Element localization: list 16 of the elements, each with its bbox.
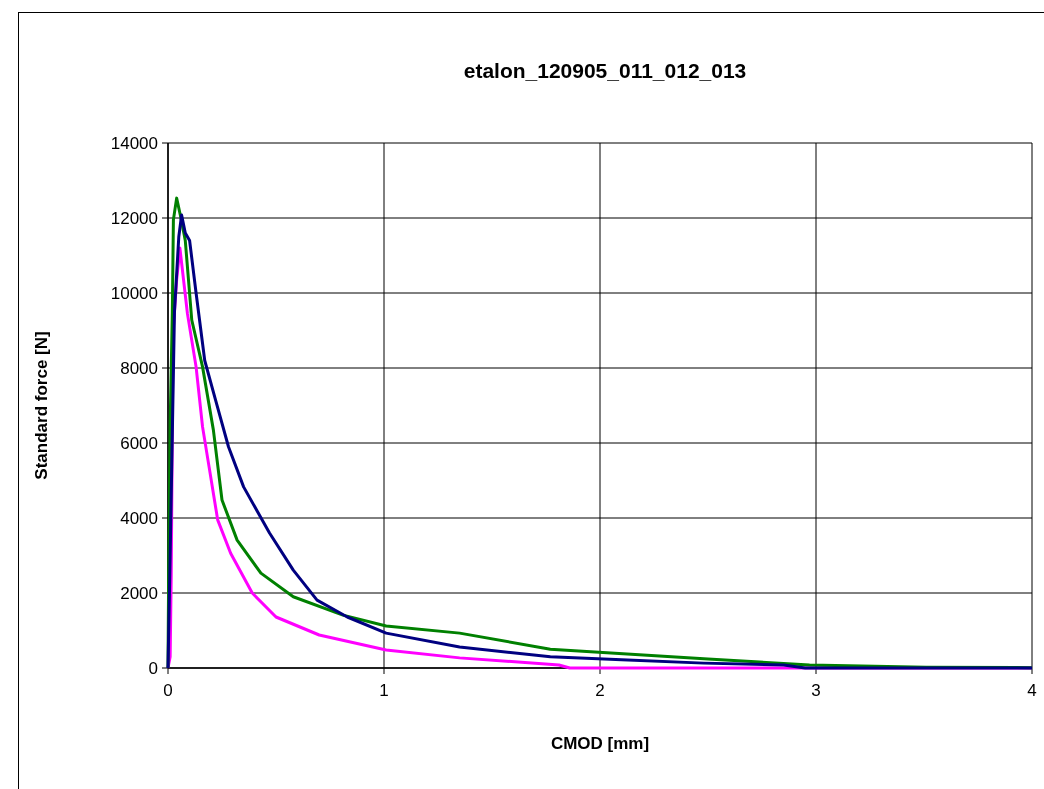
y-tick-label: 14000 bbox=[110, 133, 158, 153]
y-tick-label: 4000 bbox=[120, 508, 158, 528]
y-tick-label: 8000 bbox=[120, 358, 158, 378]
x-tick-label: 2 bbox=[595, 681, 605, 700]
y-tick-label: 10000 bbox=[110, 283, 158, 303]
y-tick-label: 12000 bbox=[110, 208, 158, 228]
chart-title: etalon_120905_011_012_013 bbox=[463, 59, 747, 82]
x-tick-label: 0 bbox=[163, 681, 173, 700]
y-tick-label: 0 bbox=[148, 658, 158, 678]
x-tick-label: 3 bbox=[811, 681, 821, 700]
x-tick-label: 1 bbox=[379, 681, 389, 700]
y-tick-label: 2000 bbox=[120, 583, 158, 603]
y-tick-label: 6000 bbox=[120, 433, 158, 453]
y-axis-title: Standard force [N] bbox=[32, 331, 51, 480]
x-axis-title: CMOD [mm] bbox=[550, 734, 650, 753]
x-tick-label: 4 bbox=[1027, 681, 1037, 700]
